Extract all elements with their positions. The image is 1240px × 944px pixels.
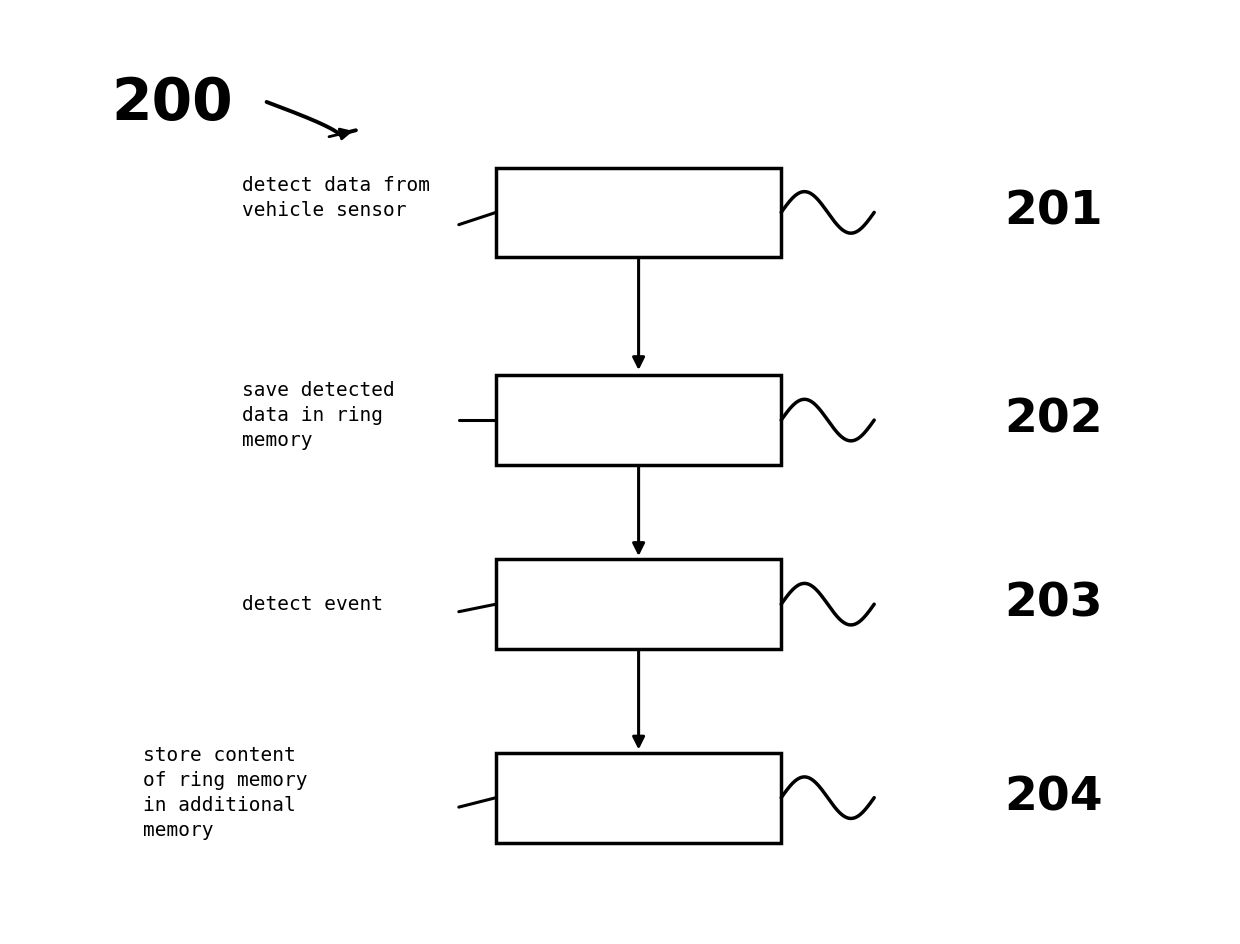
Bar: [496, 559, 781, 649]
Text: 201: 201: [1004, 190, 1104, 235]
Bar: [496, 375, 781, 464]
Bar: [496, 168, 781, 257]
Text: detect data from
vehicle sensor: detect data from vehicle sensor: [242, 177, 430, 220]
Text: 204: 204: [1004, 775, 1104, 820]
Bar: [496, 753, 781, 842]
Text: 200: 200: [112, 76, 233, 132]
Text: detect event: detect event: [242, 595, 383, 614]
Text: 202: 202: [1004, 397, 1104, 443]
Text: 203: 203: [1004, 582, 1102, 627]
Text: save detected
data in ring
memory: save detected data in ring memory: [242, 380, 394, 450]
Text: store content
of ring memory
in additional
memory: store content of ring memory in addition…: [143, 746, 308, 840]
